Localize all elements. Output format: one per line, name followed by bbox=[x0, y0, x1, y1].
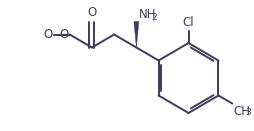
Polygon shape bbox=[134, 21, 139, 48]
Text: CH: CH bbox=[233, 105, 250, 118]
Text: O: O bbox=[44, 28, 53, 41]
Text: O: O bbox=[59, 28, 69, 41]
Text: Cl: Cl bbox=[183, 16, 194, 29]
Text: NH: NH bbox=[139, 7, 157, 20]
Text: 3: 3 bbox=[245, 108, 251, 116]
Text: O: O bbox=[87, 6, 97, 18]
Text: 2: 2 bbox=[151, 13, 157, 23]
